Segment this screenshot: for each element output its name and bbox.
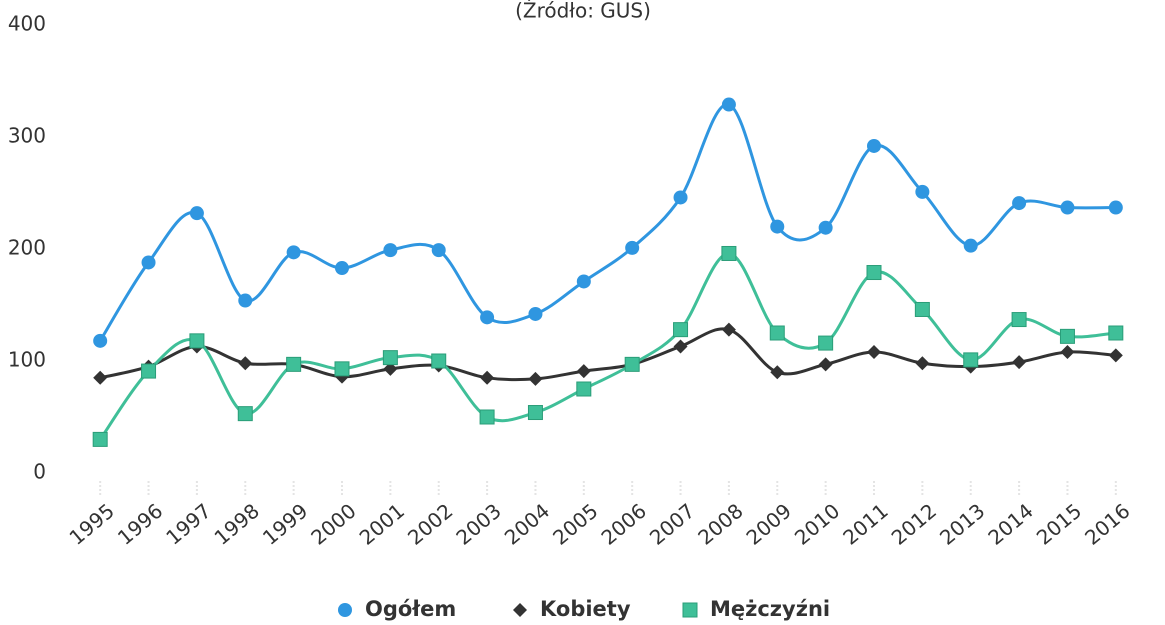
x-tick-label: 1997 xyxy=(161,499,215,550)
point-marker xyxy=(1060,345,1075,360)
point-marker xyxy=(431,353,447,369)
point-marker xyxy=(915,356,930,371)
y-tick-label: 300 xyxy=(8,124,46,148)
x-tick-label: 2004 xyxy=(500,499,554,550)
y-tick-label: 100 xyxy=(8,348,46,372)
point-marker xyxy=(92,431,108,447)
x-tick-label: 2013 xyxy=(935,499,989,550)
y-tick-label: 0 xyxy=(33,460,46,484)
point-marker xyxy=(528,306,543,321)
point-marker xyxy=(866,265,882,281)
x-tick-label: 2016 xyxy=(1080,499,1134,550)
point-marker xyxy=(721,245,737,261)
point-marker xyxy=(914,301,930,317)
point-marker xyxy=(673,339,688,354)
point-marker xyxy=(1108,200,1123,215)
point-marker xyxy=(867,345,881,360)
point-marker xyxy=(238,293,253,308)
x-tick-label: 2015 xyxy=(1032,499,1086,550)
point-marker xyxy=(431,243,446,258)
point-marker xyxy=(915,184,930,199)
point-marker xyxy=(1012,355,1027,370)
x-tick-label: 1999 xyxy=(258,499,312,550)
point-marker xyxy=(286,245,301,260)
point-marker xyxy=(480,310,495,325)
point-marker xyxy=(576,274,591,289)
point-marker xyxy=(1108,348,1123,363)
point-marker xyxy=(576,381,592,397)
y-tick-label: 200 xyxy=(8,236,46,260)
series-line xyxy=(99,327,1116,382)
point-marker xyxy=(93,333,108,348)
point-marker xyxy=(238,356,253,371)
point-marker xyxy=(141,255,156,270)
x-tick-label: 2010 xyxy=(790,499,844,550)
point-marker xyxy=(576,364,591,379)
point-marker xyxy=(721,97,736,112)
point-marker xyxy=(770,365,785,380)
point-marker xyxy=(818,220,833,235)
series-line xyxy=(98,103,1116,342)
x-tick-label: 2000 xyxy=(306,499,360,550)
x-tick-label: 2002 xyxy=(403,499,457,550)
point-marker xyxy=(673,190,688,205)
x-tick-label: 2009 xyxy=(742,499,796,550)
x-tick-label: 2007 xyxy=(645,499,699,550)
point-marker xyxy=(383,361,398,376)
point-marker xyxy=(963,238,978,253)
point-marker xyxy=(818,357,833,372)
point-marker xyxy=(141,363,157,379)
point-marker xyxy=(527,405,543,421)
x-tick-label: 1998 xyxy=(210,499,264,550)
point-marker xyxy=(480,370,495,385)
legend-symbol xyxy=(513,603,527,617)
point-marker xyxy=(479,409,495,425)
point-marker xyxy=(93,370,108,385)
point-marker xyxy=(673,322,689,338)
point-marker xyxy=(383,243,398,258)
x-tick-label: 2008 xyxy=(693,499,747,550)
point-marker xyxy=(1012,196,1027,211)
x-tick-label: 2014 xyxy=(983,499,1037,550)
point-marker xyxy=(189,206,204,221)
legend-symbol xyxy=(682,602,698,618)
point-marker xyxy=(189,333,205,349)
point-marker xyxy=(1059,328,1075,344)
x-tick-label: 1996 xyxy=(113,499,167,550)
point-marker xyxy=(334,361,350,377)
point-marker xyxy=(625,240,640,255)
point-marker xyxy=(528,371,543,386)
point-marker xyxy=(1011,312,1027,328)
legend-label: Ogółem xyxy=(365,597,456,621)
x-tick-label: 2001 xyxy=(355,499,409,550)
point-marker xyxy=(1060,200,1075,215)
point-marker xyxy=(382,350,398,366)
point-marker xyxy=(624,356,640,372)
x-tick-label: 2006 xyxy=(597,499,651,550)
x-tick-label: 2005 xyxy=(548,499,602,550)
y-tick-label: 400 xyxy=(8,12,46,36)
x-tick-label: 1995 xyxy=(65,499,119,550)
point-marker xyxy=(335,261,349,276)
point-marker xyxy=(867,138,881,153)
point-marker xyxy=(286,356,302,372)
chart-subtitle: (Źródło: GUS) xyxy=(515,0,651,23)
point-marker xyxy=(237,406,253,422)
series-line xyxy=(98,251,1116,441)
x-tick-label: 2003 xyxy=(451,499,505,550)
point-marker xyxy=(963,352,979,368)
legend-symbol xyxy=(338,603,352,617)
x-tick-label: 2011 xyxy=(838,499,892,550)
legend-label: Mężczyźni xyxy=(710,597,830,621)
point-marker xyxy=(721,322,736,337)
point-marker xyxy=(770,219,785,234)
point-marker xyxy=(769,325,785,341)
point-marker xyxy=(1108,325,1124,341)
legend-label: Kobiety xyxy=(540,597,631,621)
x-tick-label: 2012 xyxy=(887,499,941,550)
point-marker xyxy=(818,335,834,351)
